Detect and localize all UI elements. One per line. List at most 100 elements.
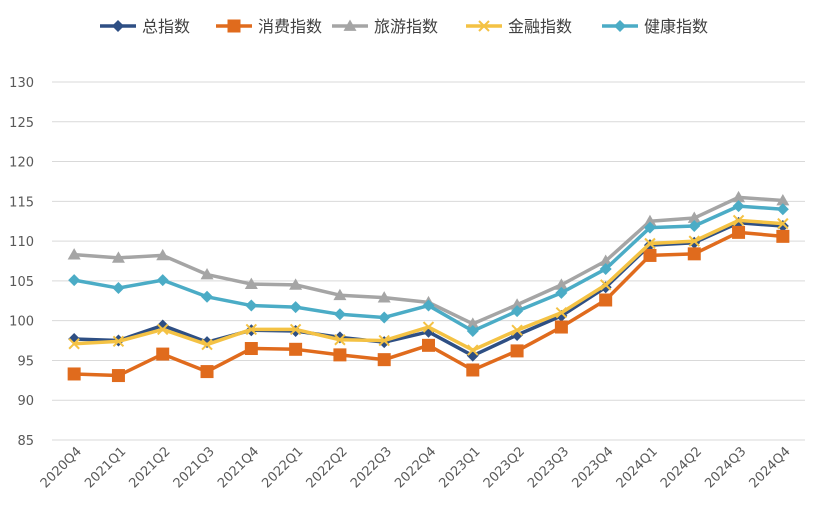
legend-label: 健康指数 (644, 17, 708, 36)
y-tick-label: 85 (17, 434, 34, 449)
y-tick-label: 105 (9, 275, 34, 290)
data-point (732, 200, 745, 213)
data-point (777, 217, 789, 230)
series-line (73, 204, 783, 333)
data-point (687, 247, 701, 261)
series-5 (68, 200, 789, 338)
data-point (643, 214, 657, 227)
x-tick-label: 2023Q3 (525, 444, 572, 491)
x-tick-label: 2023Q1 (437, 444, 484, 491)
data-point (334, 334, 346, 346)
data-point (643, 221, 656, 234)
x-tick-label: 2024Q2 (658, 444, 705, 491)
data-point (378, 334, 390, 347)
data-point (643, 248, 657, 262)
data-point (422, 299, 435, 312)
data-point (245, 323, 258, 336)
data-point (200, 268, 214, 280)
data-point (111, 251, 125, 263)
y-tick-label: 130 (9, 76, 34, 91)
data-point (732, 214, 745, 227)
data-point (289, 301, 302, 314)
legend-label: 旅游指数 (374, 17, 438, 36)
data-point (732, 225, 746, 239)
x-tick-label: 2022Q3 (348, 444, 395, 491)
data-point (554, 278, 568, 290)
x-tick-label: 2024Q4 (747, 444, 794, 491)
data-point (599, 279, 612, 291)
data-point (156, 248, 170, 261)
data-point (201, 290, 214, 303)
data-point (245, 299, 258, 312)
y-axis: 85 90 95 100 105 110 115 120 125 130 (9, 76, 34, 449)
series-2 (67, 225, 790, 383)
data-point (466, 325, 479, 338)
x-tick-label: 2021Q1 (82, 444, 129, 491)
gridlines (52, 81, 805, 441)
x-tick-label: 2020Q4 (38, 444, 85, 491)
data-point (200, 365, 214, 379)
legend-item: 消费指数 (216, 17, 322, 36)
data-point (687, 211, 701, 223)
legend-item: 金融指数 (466, 17, 572, 36)
x-tick-label: 2022Q1 (259, 444, 306, 491)
legend-marker (478, 20, 490, 32)
data-point (511, 305, 524, 318)
data-point (333, 308, 346, 321)
x-tick-label: 2021Q4 (215, 444, 262, 491)
data-point (67, 367, 81, 381)
legend-marker (227, 19, 241, 33)
data-point (67, 248, 81, 260)
legend-marker (112, 20, 124, 32)
x-tick-label: 2024Q1 (614, 444, 661, 491)
data-point (157, 323, 169, 336)
data-point (510, 298, 524, 310)
data-point (511, 324, 523, 336)
x-tick-label: 2024Q3 (702, 444, 749, 491)
data-point (554, 320, 568, 334)
data-point (555, 286, 568, 299)
y-tick-label: 110 (9, 235, 34, 250)
data-point (599, 254, 613, 266)
data-point (422, 321, 435, 333)
legend-item: 旅游指数 (332, 17, 438, 36)
data-point (289, 342, 303, 356)
data-point (156, 347, 170, 361)
data-point (599, 262, 612, 275)
x-tick-label: 2023Q2 (481, 444, 528, 491)
data-point (732, 190, 746, 203)
data-point (776, 229, 790, 243)
data-point (776, 194, 790, 206)
series-layer (67, 190, 790, 383)
data-point (244, 342, 258, 356)
legend-item: 健康指数 (602, 17, 708, 36)
data-point (599, 293, 613, 307)
data-point (466, 317, 480, 329)
y-tick-label: 95 (17, 354, 34, 369)
data-point (68, 274, 81, 287)
data-point (688, 219, 701, 232)
series-4 (68, 214, 789, 356)
data-point (644, 237, 656, 250)
y-tick-label: 120 (9, 156, 34, 171)
legend-item: 总指数 (100, 17, 190, 36)
data-point (244, 277, 258, 289)
data-point (112, 282, 125, 295)
legend: 总指数 消费指数 旅游指数 金融指数 健康指数 (100, 17, 708, 36)
legend-marker (614, 20, 626, 32)
data-point (111, 369, 125, 383)
data-point (377, 353, 391, 367)
data-point (333, 288, 347, 301)
data-point (377, 291, 391, 303)
data-point (555, 307, 568, 319)
legend-marker (343, 19, 357, 31)
x-tick-label: 2022Q4 (392, 444, 439, 491)
y-tick-label: 100 (9, 315, 34, 330)
y-tick-label: 125 (9, 116, 34, 131)
data-point (510, 344, 524, 358)
data-point (289, 278, 303, 290)
legend-label: 金融指数 (508, 17, 572, 36)
x-axis: 2020Q42021Q12021Q22021Q32021Q42022Q12022… (38, 444, 794, 491)
data-point (422, 338, 435, 352)
